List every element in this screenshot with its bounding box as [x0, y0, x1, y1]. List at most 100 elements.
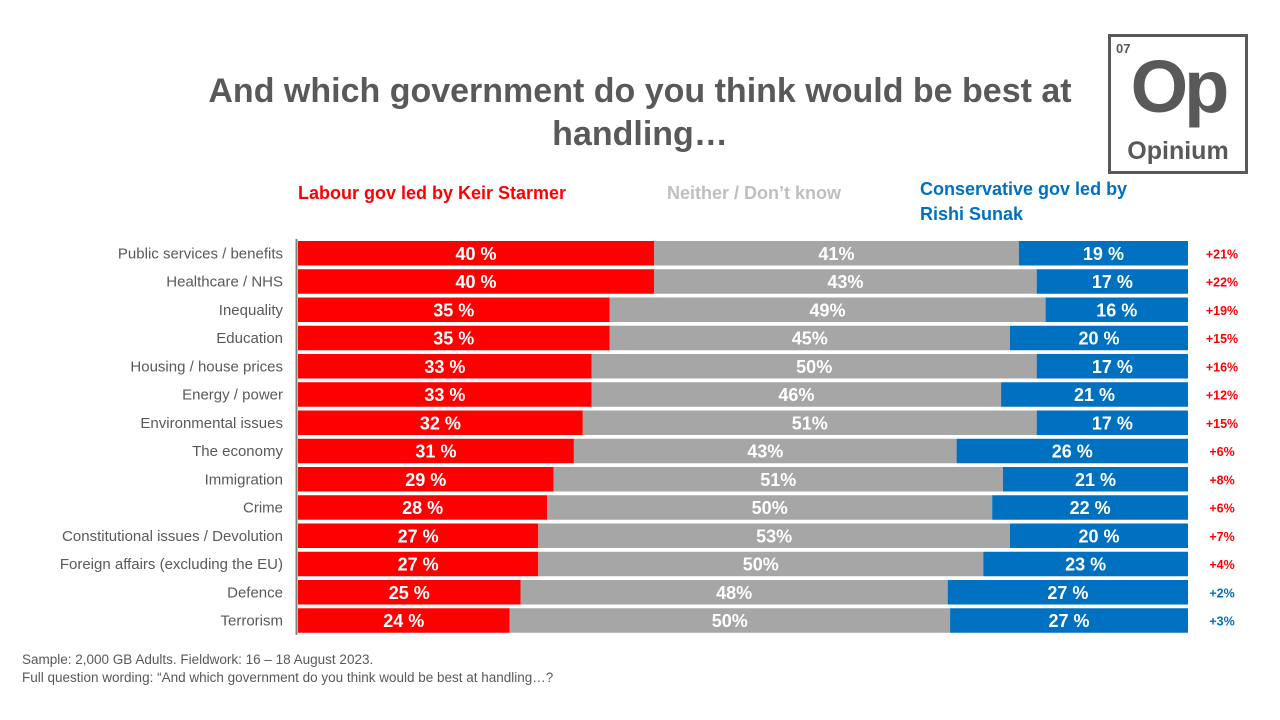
net-lead-label: +15%	[1206, 417, 1238, 431]
data-label-conservative: 17 %	[1092, 413, 1133, 433]
net-lead-label: +8%	[1209, 473, 1234, 487]
category-label: Environmental issues	[140, 415, 283, 432]
bar-conservative	[1010, 523, 1188, 548]
bar-labour	[298, 580, 521, 605]
bar-labour	[298, 495, 548, 520]
data-label-labour: 40 %	[455, 272, 496, 292]
bar-conservative	[1002, 467, 1188, 492]
bar-neither	[609, 297, 1046, 322]
category-label: Education	[216, 330, 283, 347]
bar-conservative	[983, 551, 1188, 577]
footnote-sample: Sample: 2,000 GB Adults. Fieldwork: 16 –…	[22, 652, 374, 667]
bar-conservative	[992, 495, 1188, 520]
bar-neither	[591, 382, 1002, 407]
bar-neither	[509, 608, 951, 633]
category-label: Constitutional issues / Devolution	[62, 528, 283, 545]
category-label: Public services / benefits	[118, 245, 283, 262]
net-lead-label: +21%	[1206, 247, 1238, 261]
data-label-conservative: 20 %	[1078, 526, 1119, 546]
data-label-neither: 50%	[752, 498, 788, 518]
bar-neither	[553, 467, 1003, 492]
bar-labour	[298, 325, 610, 351]
data-label-neither: 50%	[743, 555, 779, 575]
data-label-labour: 35 %	[433, 300, 474, 320]
bar-neither	[547, 495, 993, 520]
data-label-conservative: 27 %	[1047, 583, 1088, 603]
data-label-labour: 24 %	[383, 611, 424, 631]
net-lead-label: +3%	[1209, 615, 1234, 629]
net-lead-label: +7%	[1209, 530, 1234, 544]
data-label-neither: 45%	[792, 329, 828, 349]
bar-conservative	[947, 580, 1188, 605]
data-label-conservative: 22 %	[1070, 498, 1111, 518]
net-lead-label: +4%	[1209, 558, 1234, 572]
data-label-labour: 29 %	[405, 470, 446, 490]
legend-neither: Neither / Don’t know	[667, 183, 842, 203]
data-label-labour: 31 %	[415, 442, 456, 462]
category-label: Housing / house prices	[130, 358, 283, 375]
bar-labour	[298, 438, 574, 464]
bar-labour	[298, 410, 583, 435]
data-label-conservative: 20 %	[1078, 329, 1119, 349]
footnote-question: Full question wording: “And which govern…	[22, 670, 554, 685]
bar-neither	[591, 354, 1037, 379]
opinium-logo: 07 Op Opinium	[1108, 34, 1248, 174]
data-label-labour: 33 %	[424, 385, 465, 405]
bar-neither	[520, 580, 948, 605]
legend-conservative: Conservative gov led by Rishi Sunak	[920, 179, 1128, 224]
data-label-labour: 27 %	[398, 526, 439, 546]
data-label-neither: 41%	[818, 244, 854, 264]
bar-labour	[298, 523, 539, 548]
data-label-labour: 25 %	[389, 583, 430, 603]
category-label: Terrorism	[221, 613, 284, 630]
bar-conservative	[1045, 297, 1188, 322]
category-label: Inequality	[219, 302, 284, 319]
data-label-neither: 50%	[796, 357, 832, 377]
bar-conservative	[1036, 354, 1188, 379]
category-label: Defence	[227, 584, 283, 601]
net-lead-label: +6%	[1209, 502, 1234, 516]
data-label-conservative: 21 %	[1075, 470, 1116, 490]
data-label-labour: 33 %	[424, 357, 465, 377]
data-label-neither: 48%	[716, 583, 752, 603]
data-label-labour: 35 %	[433, 329, 474, 349]
net-lead-label: +22%	[1206, 276, 1238, 290]
bar-labour	[298, 608, 510, 633]
bar-labour	[298, 269, 654, 294]
data-label-neither: 50%	[712, 611, 748, 631]
bar-conservative	[1018, 241, 1188, 266]
net-lead-label: +2%	[1209, 586, 1234, 600]
bar-neither	[573, 438, 957, 464]
data-label-neither: 43%	[747, 442, 783, 462]
category-label: Immigration	[205, 471, 283, 488]
bar-neither	[538, 551, 984, 577]
data-label-neither: 49%	[810, 300, 846, 320]
category-label: Healthcare / NHS	[166, 274, 283, 291]
logo-name: Opinium	[1127, 137, 1229, 165]
category-label: Energy / power	[182, 387, 283, 404]
data-label-neither: 43%	[827, 272, 863, 292]
bar-neither	[654, 269, 1037, 294]
logo-symbol: Op	[1130, 45, 1230, 128]
data-label-neither: 51%	[792, 413, 828, 433]
bar-neither	[654, 241, 1019, 266]
data-label-labour: 40 %	[455, 244, 496, 264]
net-lead-label: +15%	[1206, 332, 1238, 346]
data-label-conservative: 26 %	[1052, 442, 1093, 462]
data-label-neither: 51%	[760, 470, 796, 490]
data-label-conservative: 17 %	[1092, 272, 1133, 292]
chart-title: And which government do you think would …	[208, 72, 1072, 153]
bar-labour	[298, 467, 554, 492]
data-label-conservative: 21 %	[1074, 385, 1115, 405]
legend-labour: Labour gov led by Keir Starmer	[298, 183, 567, 203]
bar-neither	[582, 410, 1037, 435]
bar-conservative	[1036, 269, 1188, 294]
data-label-conservative: 19 %	[1083, 244, 1124, 264]
net-lead-label: +16%	[1206, 360, 1238, 374]
net-lead-label: +6%	[1209, 445, 1234, 459]
bar-conservative	[956, 438, 1188, 464]
category-label: Foreign affairs (excluding the EU)	[60, 556, 283, 573]
bar-labour	[298, 382, 592, 407]
bar-labour	[298, 297, 610, 322]
logo-number: 07	[1116, 41, 1131, 56]
